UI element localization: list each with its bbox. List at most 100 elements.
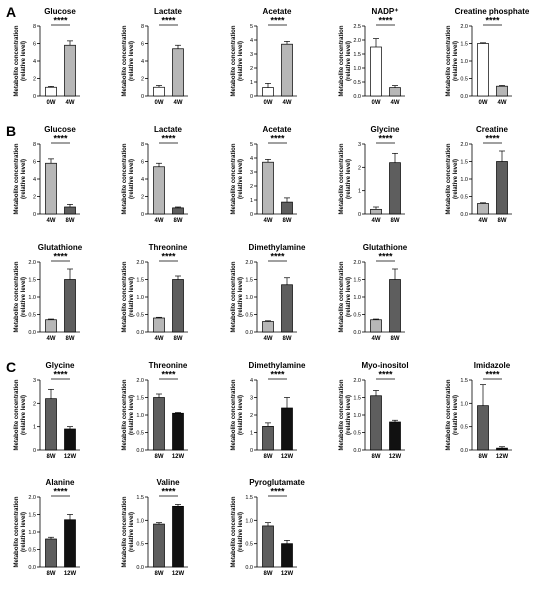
bar-13-1 [389, 279, 401, 333]
y-tick-label-12-2: 1.0 [245, 295, 253, 301]
y-tick-label-4-4: 2.0 [460, 24, 468, 30]
significance-label-8: **** [378, 134, 393, 144]
y-tick-label-3-3: 1.5 [353, 52, 361, 58]
y-axis-label-20: Metabolite concentration [122, 496, 128, 567]
y-tick-label-5-0: 0 [33, 212, 36, 218]
y-tick-label-12-1: 0.5 [245, 313, 253, 319]
chart-title-14: Glycine [46, 361, 75, 370]
chart-title-8: Glycine [371, 125, 400, 134]
y-axis-label-16: Metabolite concentration [231, 379, 237, 450]
x-tick-label-5-0: 4W [47, 218, 56, 224]
bar-10-0 [45, 319, 57, 333]
significance-label-3: **** [378, 16, 393, 26]
y-tick-label-7-3: 3 [250, 170, 253, 176]
y-tick-label-0-2: 4 [33, 59, 36, 65]
y-tick-label-11-0: 0.0 [136, 330, 144, 336]
y-axis-label-unit-4: (relative level) [453, 41, 459, 81]
y-tick-label-17-3: 1.5 [353, 396, 361, 402]
y-axis-label-unit-1: (relative level) [129, 41, 135, 81]
y-axis-label-19: Metabolite concentration [14, 496, 20, 567]
y-axis-label-unit-0: (relative level) [21, 41, 27, 81]
significance-label-19: **** [53, 487, 68, 497]
y-tick-label-18-3: 1.5 [460, 378, 468, 384]
y-tick-label-4-0: 0.0 [460, 94, 468, 100]
chart-title-4: Creatine phosphate [455, 7, 530, 16]
y-axis-label-unit-3: (relative level) [346, 41, 352, 81]
y-tick-label-6-4: 8 [141, 142, 144, 148]
y-tick-label-21-2: 1.0 [245, 518, 253, 524]
y-tick-label-0-1: 2 [33, 77, 36, 83]
y-axis-label-unit-13: (relative level) [346, 277, 352, 317]
y-tick-label-7-2: 2 [250, 184, 253, 190]
panel-letter-c: C [6, 359, 17, 375]
chart-title-0: Glucose [44, 7, 76, 16]
bar-5-0 [45, 162, 57, 215]
y-tick-label-2-3: 3 [250, 52, 253, 58]
panel-letter-a: A [6, 4, 17, 20]
significance-label-17: **** [378, 370, 393, 380]
y-tick-label-15-3: 1.5 [136, 396, 144, 402]
y-tick-label-13-0: 0.0 [353, 330, 361, 336]
y-axis-label-11: Metabolite concentration [122, 261, 128, 332]
y-tick-label-10-1: 0.5 [28, 313, 36, 319]
significance-label-7: **** [270, 134, 285, 144]
significance-label-0: **** [53, 16, 68, 26]
y-axis-label-15: Metabolite concentration [122, 379, 128, 450]
y-tick-label-2-0: 0 [250, 94, 253, 100]
y-axis-label-8: Metabolite concentration [339, 143, 345, 214]
y-axis-label-unit-15: (relative level) [129, 395, 135, 435]
bar-3-1 [389, 87, 401, 97]
bar-2-0 [262, 87, 274, 97]
y-axis-label-10: Metabolite concentration [14, 261, 20, 332]
y-tick-label-3-0: 0.0 [353, 94, 361, 100]
y-tick-label-1-3: 6 [141, 42, 144, 48]
y-axis-label-4: Metabolite concentration [446, 25, 452, 96]
bar-14-0 [45, 398, 57, 451]
y-tick-label-16-3: 3 [250, 396, 253, 402]
y-axis-label-unit-5: (relative level) [21, 159, 27, 199]
bar-10-1 [64, 279, 76, 333]
y-axis-label-unit-6: (relative level) [129, 159, 135, 199]
y-tick-label-11-1: 0.5 [136, 313, 144, 319]
y-tick-label-1-4: 8 [141, 24, 144, 30]
chart-title-13: Glutathione [363, 243, 408, 252]
y-axis-label-unit-21: (relative level) [238, 512, 244, 552]
y-tick-label-17-1: 0.5 [353, 431, 361, 437]
y-tick-label-14-2: 2 [33, 401, 36, 407]
y-axis-label-unit-14: (relative level) [21, 395, 27, 435]
y-axis-label-unit-12: (relative level) [238, 277, 244, 317]
x-tick-label-9-1: 8W [498, 218, 507, 224]
y-tick-label-6-1: 2 [141, 195, 144, 201]
y-tick-label-17-0: 0.0 [353, 448, 361, 454]
y-tick-label-20-2: 1.0 [136, 518, 144, 524]
y-tick-label-15-2: 1.0 [136, 413, 144, 419]
x-tick-label-0-1: 4W [66, 100, 75, 106]
y-tick-label-3-2: 1.0 [353, 66, 361, 72]
y-axis-label-unit-7: (relative level) [238, 159, 244, 199]
chart-title-11: Threonine [149, 243, 188, 252]
y-tick-label-5-2: 4 [33, 177, 36, 183]
significance-label-9: **** [485, 134, 500, 144]
x-tick-label-13-1: 8W [391, 336, 400, 342]
x-tick-label-10-1: 8W [66, 336, 75, 342]
x-tick-label-9-0: 4W [479, 218, 488, 224]
y-tick-label-4-3: 1.5 [460, 42, 468, 48]
y-tick-label-2-4: 4 [250, 38, 253, 44]
y-tick-label-9-4: 2.0 [460, 142, 468, 148]
y-tick-label-18-0: 0.0 [460, 448, 468, 454]
bar-18-1 [496, 447, 508, 451]
y-tick-label-15-0: 0.0 [136, 448, 144, 454]
bar-7-0 [262, 161, 274, 215]
y-tick-label-3-4: 2.0 [353, 38, 361, 44]
chart-title-17: Myo-inositol [361, 361, 408, 370]
x-tick-label-4-1: 4W [498, 100, 507, 106]
y-tick-label-1-2: 4 [141, 59, 144, 65]
x-tick-label-10-0: 4W [47, 336, 56, 342]
y-tick-label-5-4: 8 [33, 142, 36, 148]
y-tick-label-8-0: 0 [358, 212, 361, 218]
y-tick-label-8-2: 2 [358, 165, 361, 171]
x-tick-label-14-1: 12W [64, 454, 77, 460]
y-tick-label-10-3: 1.5 [28, 278, 36, 284]
